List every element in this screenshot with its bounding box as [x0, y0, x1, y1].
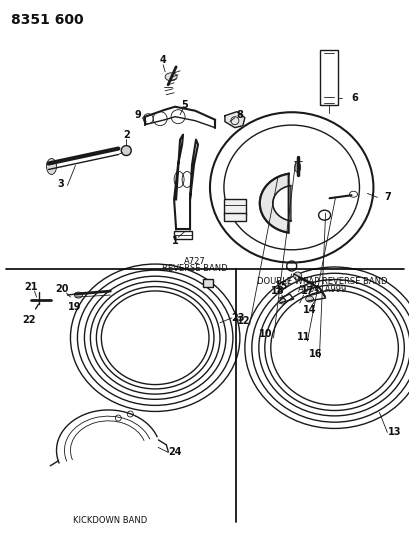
Text: 12: 12 [236, 316, 250, 326]
Ellipse shape [47, 158, 56, 174]
Text: 16: 16 [308, 349, 321, 359]
Text: 5: 5 [181, 100, 188, 110]
Ellipse shape [293, 272, 301, 280]
Text: 15: 15 [274, 281, 288, 291]
Text: 10: 10 [258, 329, 272, 339]
Bar [202, 279, 212, 287]
Ellipse shape [279, 298, 285, 304]
Text: 2: 2 [123, 130, 129, 140]
Text: 11: 11 [296, 332, 310, 342]
Ellipse shape [74, 292, 82, 298]
Bar [319, 50, 337, 104]
Text: 13: 13 [387, 427, 400, 438]
Text: 8: 8 [236, 110, 243, 120]
Text: 7: 7 [383, 192, 390, 203]
Text: DOUBLE WRAP REVERSE BAND: DOUBLE WRAP REVERSE BAND [256, 277, 387, 286]
Text: 1: 1 [171, 236, 178, 246]
Text: A904, A999: A904, A999 [298, 285, 346, 294]
Text: 4: 4 [160, 55, 166, 65]
Text: KICKDOWN BAND: KICKDOWN BAND [73, 515, 147, 524]
Ellipse shape [121, 146, 131, 156]
Polygon shape [259, 174, 290, 233]
Bar [224, 213, 246, 221]
Text: REVERSE BAND: REVERSE BAND [162, 264, 227, 273]
Text: 20: 20 [56, 284, 69, 294]
Polygon shape [225, 112, 244, 127]
Text: 23: 23 [231, 313, 244, 323]
Text: 17: 17 [300, 286, 314, 296]
Text: 14: 14 [302, 305, 316, 315]
Text: 24: 24 [168, 447, 182, 457]
Text: 19: 19 [67, 302, 81, 312]
Text: A727: A727 [184, 257, 205, 265]
Text: 3: 3 [57, 180, 64, 189]
Ellipse shape [305, 296, 313, 302]
Ellipse shape [165, 73, 177, 81]
Text: 22: 22 [22, 315, 35, 325]
Text: 18: 18 [270, 286, 284, 296]
Bar [174, 231, 191, 239]
Ellipse shape [294, 163, 300, 172]
Bar [224, 199, 246, 215]
Text: 21: 21 [24, 282, 37, 292]
Text: 9: 9 [135, 110, 141, 120]
Text: 6: 6 [350, 93, 357, 103]
Text: 8351 600: 8351 600 [11, 13, 83, 27]
